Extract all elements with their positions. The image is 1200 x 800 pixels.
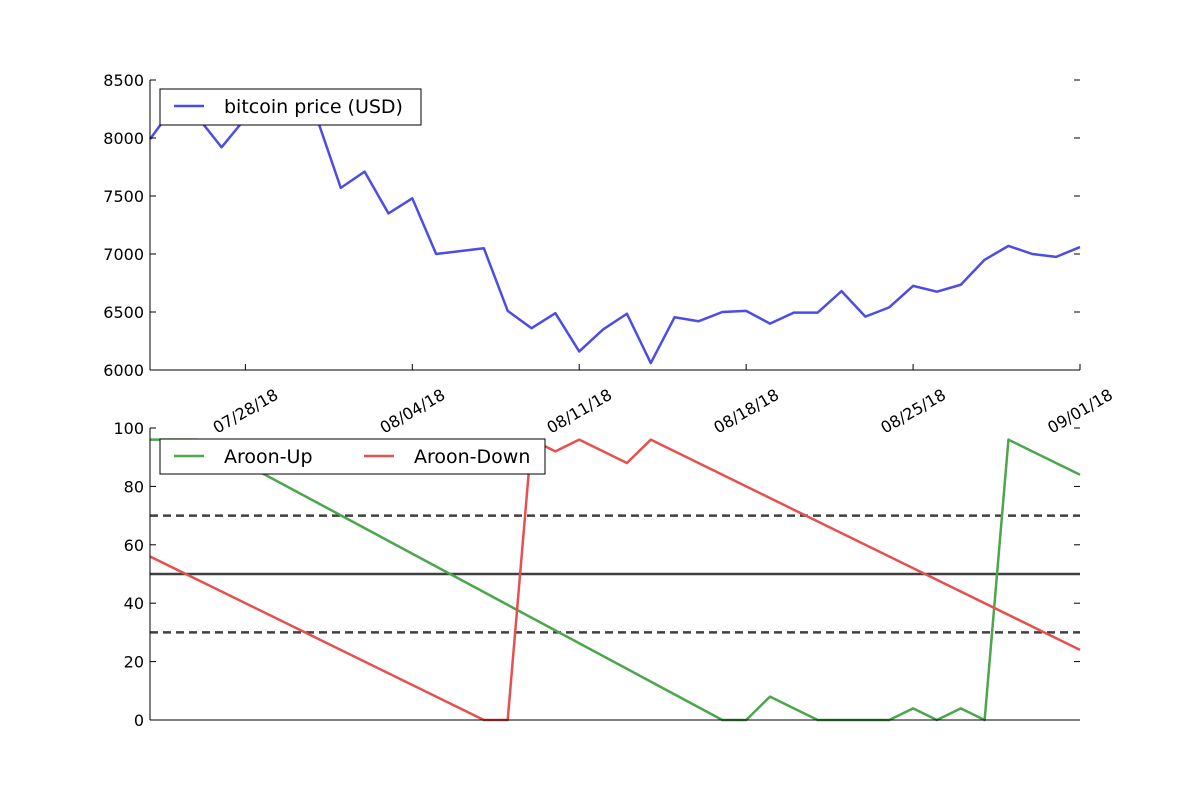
- aroon-ytick-label: 80: [124, 477, 144, 496]
- price-xtick-label: 08/25/18: [877, 385, 949, 437]
- price-ytick-label: 6500: [103, 303, 144, 322]
- price-legend: bitcoin price (USD): [159, 88, 422, 126]
- aroon-ytick-label: 20: [124, 653, 144, 672]
- aroon-up-legend-label: Aroon-Up: [224, 446, 313, 468]
- price-xtick-label: 07/28/18: [210, 385, 282, 437]
- aroon-legend-box: [159, 438, 546, 475]
- price-xtick-label: 08/04/18: [377, 385, 449, 437]
- aroon-panel: 0 20 40 60 80 100 Aroon-Up Aroon-Down: [113, 419, 1081, 730]
- aroon-series-aroon-up: [150, 438, 1081, 722]
- aroon-legend: Aroon-Up Aroon-Down: [159, 438, 546, 475]
- price-ytick-label: 7000: [103, 245, 144, 264]
- price-ytick-label: 8500: [103, 71, 144, 90]
- price-ytick-label: 8000: [103, 129, 144, 148]
- price-xtick-label: 08/18/18: [710, 385, 782, 437]
- aroon-ytick-label: 60: [124, 536, 144, 555]
- aroon-ytick-label: 40: [124, 594, 144, 613]
- aroon-ytick-label: 100: [113, 419, 144, 438]
- price-series-bitcoin-price-usd: [148, 105, 1081, 365]
- aroon-ytick-label: 0: [134, 711, 144, 730]
- price-legend-label: bitcoin price (USD): [224, 96, 403, 118]
- aroon-down-legend-label: Aroon-Down: [414, 446, 530, 468]
- aroon-series-aroon-down: [149, 438, 1081, 722]
- price-xtick-label: 08/11/18: [543, 385, 615, 437]
- price-panel: 6000 6500 7000 7500 8000 8500 07/28/18 08/04/1…: [103, 71, 1116, 437]
- price-ytick-label: 6000: [103, 361, 144, 380]
- price-ytick-label: 7500: [103, 187, 144, 206]
- price-xtick-label: 09/01/18: [1044, 385, 1116, 437]
